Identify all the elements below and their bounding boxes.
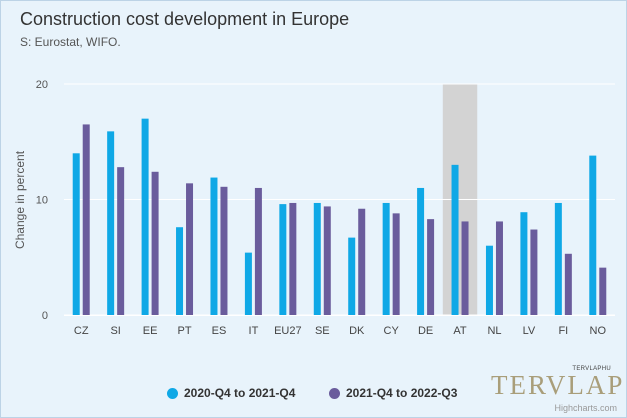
- x-tick-label-pt: PT: [178, 325, 192, 337]
- bar-nl-series-1[interactable]: [485, 245, 493, 315]
- bar-cz-series-2[interactable]: [82, 124, 90, 315]
- x-tick-label-it: IT: [249, 325, 259, 337]
- bar-ee-series-2[interactable]: [151, 171, 159, 315]
- bar-de-series-2[interactable]: [427, 219, 435, 315]
- bar-lv-series-1[interactable]: [520, 212, 528, 315]
- bar-nl-series-2[interactable]: [495, 221, 503, 315]
- bar-at-series-1[interactable]: [451, 164, 459, 315]
- x-tick-label-es: ES: [212, 325, 227, 337]
- chart-title: Construction cost development in Europe: [20, 9, 350, 29]
- credits-link[interactable]: Highcharts.com: [554, 403, 617, 413]
- y-tick-label: 0: [42, 310, 48, 322]
- legend-label-series-2: 2021-Q4 to 2022-Q3: [346, 386, 458, 400]
- bar-fi-series-2[interactable]: [564, 253, 572, 315]
- x-tick-label-de: DE: [418, 325, 433, 337]
- x-tick-label-cy: CY: [384, 325, 400, 337]
- x-tick-label-si: SI: [110, 325, 120, 337]
- legend-label-series-1: 2020-Q4 to 2021-Q4: [184, 386, 296, 400]
- bar-si-series-1[interactable]: [107, 131, 115, 315]
- legend-marker-series-2: [329, 387, 340, 399]
- bar-lv-series-2[interactable]: [530, 229, 538, 315]
- brand-logo-mark: TERVLAP: [491, 370, 625, 400]
- x-tick-label-dk: DK: [349, 325, 365, 337]
- bar-it-series-1[interactable]: [244, 252, 252, 315]
- x-tick-label-at: AT: [453, 325, 467, 337]
- bar-si-series-2[interactable]: [117, 167, 125, 315]
- x-tick-label-ee: EE: [143, 325, 158, 337]
- bar-eu27-series-2[interactable]: [289, 202, 297, 315]
- bar-es-series-2[interactable]: [220, 186, 228, 315]
- y-axis-label: Change in percent: [13, 150, 27, 249]
- bar-cy-series-2[interactable]: [392, 213, 400, 315]
- bar-se-series-1[interactable]: [313, 202, 321, 315]
- brand-logo: TERVLAPHU TERVLAP: [491, 366, 622, 400]
- bar-no-series-2[interactable]: [599, 267, 607, 315]
- bar-cy-series-1[interactable]: [382, 202, 390, 315]
- bar-cz-series-1[interactable]: [72, 153, 80, 315]
- x-tick-label-eu27: EU27: [274, 325, 302, 337]
- bar-pt-series-2[interactable]: [186, 183, 194, 315]
- legend-item-series-2[interactable]: 2021-Q4 to 2022-Q3: [329, 386, 457, 400]
- bar-se-series-2[interactable]: [323, 206, 331, 315]
- x-tick-label-nl: NL: [487, 325, 501, 337]
- bar-ee-series-1[interactable]: [141, 118, 149, 316]
- y-tick-label: 10: [36, 195, 48, 207]
- bar-de-series-1[interactable]: [417, 187, 425, 315]
- x-tick-label-se: SE: [315, 325, 330, 337]
- legend-item-series-1[interactable]: 2020-Q4 to 2021-Q4: [167, 386, 295, 400]
- bar-fi-series-1[interactable]: [554, 202, 562, 315]
- bar-pt-series-1[interactable]: [176, 227, 184, 315]
- x-tick-label-lv: LV: [523, 325, 536, 337]
- bar-dk-series-2[interactable]: [358, 208, 366, 315]
- y-tick-label: 20: [36, 79, 48, 91]
- bar-dk-series-1[interactable]: [348, 237, 356, 315]
- x-tick-label-cz: CZ: [74, 325, 89, 337]
- x-tick-label-fi: FI: [558, 325, 568, 337]
- legend-marker-series-1: [167, 387, 178, 399]
- bar-at-series-2[interactable]: [461, 221, 469, 315]
- bar-no-series-1[interactable]: [589, 155, 597, 315]
- bar-it-series-2[interactable]: [254, 187, 262, 315]
- chart-subtitle: S: Eurostat, WIFO.: [20, 35, 121, 49]
- bar-eu27-series-1[interactable]: [279, 204, 287, 315]
- brand-logo-small-text: TERVLAPHU: [572, 366, 611, 372]
- bar-es-series-1[interactable]: [210, 177, 218, 315]
- x-tick-label-no: NO: [590, 325, 607, 337]
